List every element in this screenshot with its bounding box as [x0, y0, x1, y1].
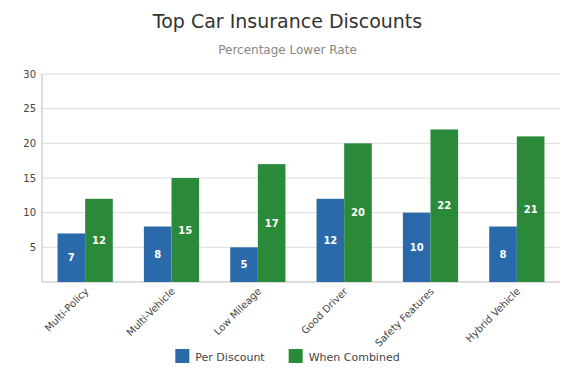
y-tick-label: 30: [23, 69, 36, 80]
grid-line: [42, 178, 560, 179]
title: Top Car Insurance Discounts: [152, 10, 422, 32]
data-label: 20: [351, 207, 365, 218]
bar: [172, 178, 200, 282]
legend-item: Per Discount: [175, 349, 265, 364]
x-tick-label: Good Driver: [299, 285, 350, 336]
data-label: 12: [323, 235, 337, 246]
grid-line: [42, 74, 560, 75]
x-tick-label: Multi-Vehicle: [124, 286, 176, 338]
grid-line: [42, 143, 560, 144]
bar: [431, 129, 459, 282]
legend: Per Discount When Combined: [175, 349, 399, 364]
x-axis: Multi-Policy Multi-Vehicle Low Mileage Good…: [43, 285, 523, 349]
bar: [258, 164, 286, 282]
bar: [517, 136, 545, 282]
legend-swatch: [175, 349, 189, 363]
data-label: 15: [178, 225, 192, 236]
grid-line: [42, 108, 560, 109]
grid-line: [42, 212, 560, 213]
y-tick-label: 25: [23, 103, 36, 114]
bar: [85, 199, 113, 282]
x-tick-label: Safety Features: [373, 286, 436, 349]
chart: Top Car Insurance Discounts Percentage Lo…: [0, 0, 575, 375]
y-axis-line: [42, 74, 43, 282]
bars: [58, 129, 545, 282]
data-label: 17: [265, 218, 279, 229]
bar: [144, 227, 172, 282]
y-tick-label: 5: [30, 242, 36, 253]
data-label: 12: [92, 235, 106, 246]
data-label: 10: [410, 242, 424, 253]
bar: [58, 233, 86, 282]
data-label: 21: [524, 204, 538, 215]
bar: [317, 199, 345, 282]
y-axis: 5 10 15 20 25 30: [23, 69, 560, 283]
x-tick-label: Low Mileage: [212, 286, 264, 338]
grid-line: [42, 247, 560, 248]
bar: [344, 143, 372, 282]
x-tick-label: Multi-Policy: [43, 286, 91, 334]
legend-item: When Combined: [289, 349, 400, 364]
subtitle: Percentage Lower Rate: [218, 43, 357, 57]
data-labels: 7 8 5 12 10 8 12 15 17 20 22 21: [68, 200, 538, 270]
data-label: 8: [154, 249, 161, 260]
bar: [230, 247, 258, 282]
x-tick-label: Hybrid Vehicle: [464, 286, 523, 345]
legend-swatch: [289, 349, 303, 363]
legend-label: Per Discount: [195, 351, 265, 364]
bar: [489, 227, 517, 282]
data-label: 22: [437, 200, 451, 211]
y-tick-label: 15: [23, 173, 36, 184]
data-label: 5: [241, 259, 248, 270]
data-label: 7: [68, 252, 75, 263]
y-tick-label: 10: [23, 207, 36, 218]
data-label: 8: [500, 249, 507, 260]
x-axis-line: [42, 282, 560, 283]
y-tick-label: 20: [23, 138, 36, 149]
legend-label: When Combined: [309, 351, 400, 364]
bar: [403, 213, 431, 282]
